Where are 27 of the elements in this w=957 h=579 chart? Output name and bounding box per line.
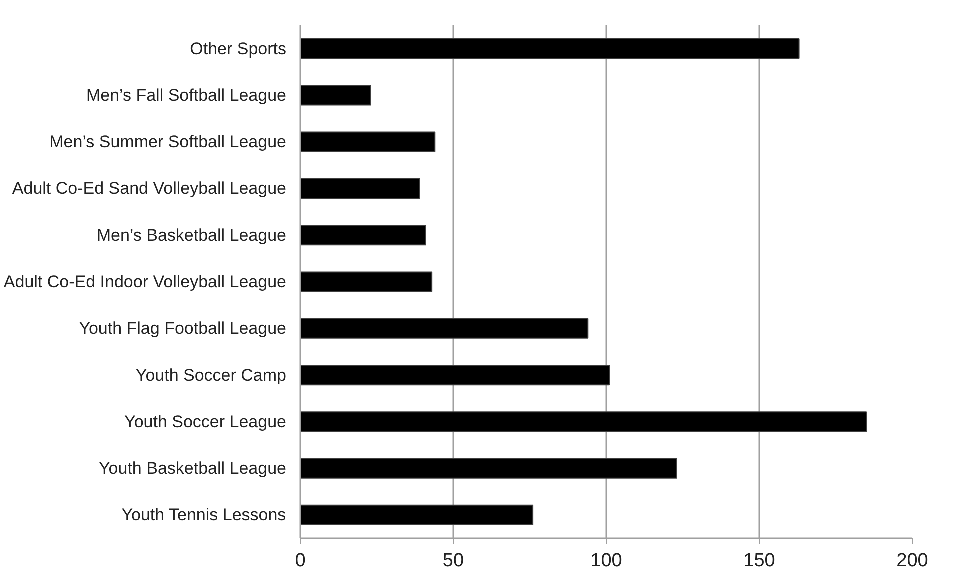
bar: [300, 225, 426, 246]
bar: [300, 178, 420, 200]
y-tick-label: Other Sports: [190, 39, 287, 58]
bar: [300, 504, 534, 526]
bar: [300, 458, 678, 479]
y-tick-label: Men’s Fall Softball League: [86, 86, 287, 105]
x-tick-label: 150: [744, 550, 776, 572]
x-tick-label: 50: [442, 550, 464, 572]
bar: [300, 412, 868, 432]
y-tick-label: Men’s Basketball League: [96, 226, 287, 245]
y-tick-label: Youth Flag Football League: [79, 319, 286, 338]
x-tick-label: 0: [295, 550, 306, 572]
x-tick-label: 200: [896, 550, 928, 572]
bar: [300, 272, 433, 292]
bar: [300, 318, 589, 339]
y-tick-label: Youth Basketball League: [99, 459, 287, 478]
x-tick-label: 100: [590, 550, 622, 572]
bar: [300, 38, 800, 60]
bar: [300, 85, 372, 106]
y-tick-label: Adult Co-Ed Indoor Volleyball League: [4, 272, 287, 292]
y-tick-label: Youth Tennis Lessons: [122, 506, 286, 525]
y-tick-label: Youth Soccer League: [124, 412, 287, 432]
y-tick-label: Youth Soccer Camp: [136, 366, 287, 385]
bar: [300, 132, 436, 152]
y-tick-label: Men’s Summer Softball League: [50, 132, 287, 152]
y-tick-label: Adult Co-Ed Sand Volleyball League: [12, 179, 287, 198]
bar: [300, 364, 610, 386]
